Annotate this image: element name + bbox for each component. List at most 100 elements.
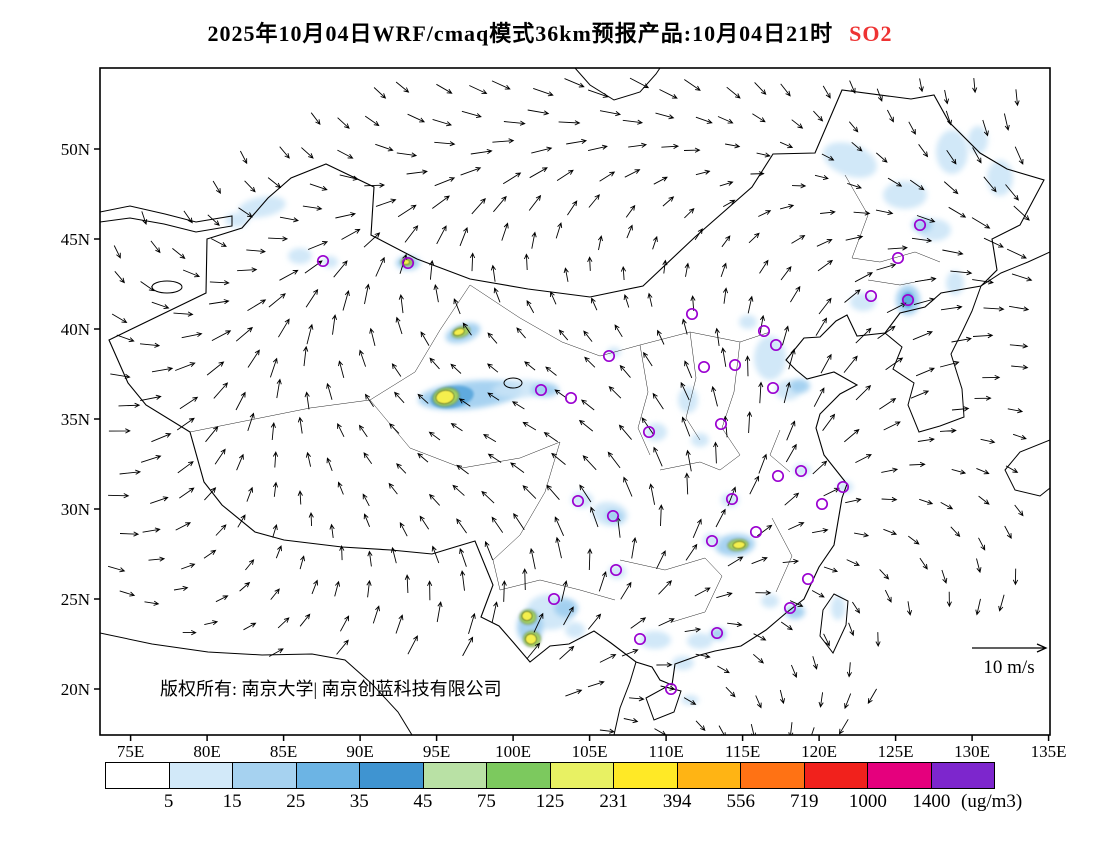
so2-plume	[761, 594, 779, 608]
lat-tick-label: 40N	[61, 320, 90, 339]
colorbar-cell	[740, 763, 804, 788]
wind-scale-arrow-icon	[972, 643, 1048, 653]
colorbar-cell	[930, 763, 994, 788]
colorbar-labels: (ug/m3) 5 15 25 35 45 75 125 231 394 556 719 1000 14…	[105, 791, 1022, 815]
coastline-china	[108, 89, 1045, 686]
city-marker-layer	[316, 218, 927, 696]
so2-plume	[831, 596, 845, 620]
so2-plume	[678, 387, 698, 413]
lon-tick-label: 75E	[117, 742, 144, 761]
city-marker	[571, 494, 585, 508]
city-marker	[609, 563, 623, 577]
lon-tick-label: 110E	[648, 742, 683, 761]
city-marker	[836, 480, 850, 494]
wind-vectors	[107, 77, 1033, 735]
so2-plume	[790, 379, 810, 393]
axis-layer: 50N 45N 40N 35N 30N 25N 20N 75E 80E 85E 90E 95E 100E…	[61, 140, 1067, 761]
colorbar-cell	[803, 763, 867, 788]
colorbar-cell	[359, 763, 423, 788]
city-marker	[913, 218, 927, 232]
city-marker	[710, 626, 724, 640]
lake-baikal	[574, 68, 661, 101]
city-marker	[534, 383, 548, 397]
colorbar-tick-label: 125	[535, 791, 565, 812]
coastline-taiwan	[819, 593, 849, 654]
colorbar-tick-label: 75	[476, 791, 496, 812]
city-marker	[564, 391, 578, 405]
city-marker	[714, 417, 728, 431]
copyright-text: 版权所有: 南京大学| 南京创蓝科技有限公司	[160, 679, 502, 699]
title-text: 2025年10月04日WRF/cmaq模式36km预报产品:10月04日21时	[207, 21, 834, 46]
city-marker	[749, 525, 763, 539]
colorbar-cell	[106, 763, 169, 788]
so2-plume	[288, 248, 312, 264]
lon-tick-label: 90E	[346, 742, 373, 761]
so2-plume	[785, 605, 805, 619]
map-frame	[99, 67, 1051, 736]
lake-issyk-kul	[151, 280, 183, 294]
city-marker	[633, 632, 647, 646]
coastline-korea	[884, 285, 982, 433]
colorbar-tick-label: 5	[163, 791, 174, 812]
so2-plume	[639, 631, 671, 649]
so2-plume	[883, 181, 927, 209]
colorbar-tick-label: 231	[599, 791, 628, 812]
colorbar-cell	[486, 763, 550, 788]
city-marker	[685, 307, 699, 321]
so2-plume	[238, 196, 286, 218]
colorbar-tick-label: 1400	[912, 791, 951, 812]
lon-tick-label: 100E	[495, 742, 531, 761]
colorbar-cell	[168, 763, 232, 788]
colorbar-tick-label: 15	[222, 791, 242, 812]
city-marker	[771, 469, 785, 483]
so2-plume	[739, 315, 757, 329]
wind-scale-label: 10 m/s	[983, 657, 1034, 678]
coastline-south-asia	[100, 632, 413, 735]
city-marker	[901, 293, 915, 307]
lon-tick-label: 125E	[878, 742, 914, 761]
lon-tick-label: 115E	[725, 742, 760, 761]
island-kyushu	[1004, 439, 1050, 497]
city-marker	[705, 534, 719, 548]
coastline-vietnam	[613, 661, 637, 735]
colorbar-cell	[613, 763, 677, 788]
so2-plume	[968, 126, 988, 154]
coastline-russia	[980, 251, 1050, 287]
colorbar-tick-label: 1000	[848, 791, 887, 812]
so2-plume	[837, 481, 853, 493]
city-marker	[602, 349, 616, 363]
colorbar	[105, 762, 995, 789]
so2-plume	[946, 271, 964, 295]
so2-plume	[754, 336, 786, 380]
so2-plume	[525, 633, 537, 645]
so2-plume	[435, 390, 455, 404]
city-marker	[794, 464, 808, 478]
so2-plume	[554, 599, 578, 617]
lat-tick-label: 45N	[61, 230, 90, 249]
wind-vector-layer	[107, 77, 1033, 735]
lon-tick-label: 85E	[270, 742, 297, 761]
so2-plume	[453, 328, 465, 336]
colorbar-tick-label: 394	[662, 791, 692, 812]
so2-plume	[681, 695, 699, 705]
city-marker	[783, 601, 797, 615]
map-geography	[100, 68, 1050, 735]
wind-scale-legend: 10 m/s	[972, 643, 1048, 678]
city-marker	[642, 425, 656, 439]
city-marker	[316, 254, 330, 268]
colorbar-cell	[422, 763, 486, 788]
colorbar-cell	[232, 763, 296, 788]
lat-tick-label: 30N	[61, 500, 90, 519]
city-marker	[864, 289, 878, 303]
so2-plume	[645, 423, 667, 441]
city-marker	[606, 509, 620, 523]
so2-plume	[732, 541, 746, 549]
so2-plume	[823, 142, 877, 178]
colorbar-tick-label: 35	[349, 791, 369, 812]
page-title: 2025年10月04日WRF/cmaq模式36km预报产品:10月04日21时 S…	[0, 16, 1100, 48]
lat-tick-label: 25N	[61, 590, 90, 609]
colorbar-tick-label: 556	[726, 791, 755, 812]
colorbar-tick-label: 719	[790, 791, 819, 812]
